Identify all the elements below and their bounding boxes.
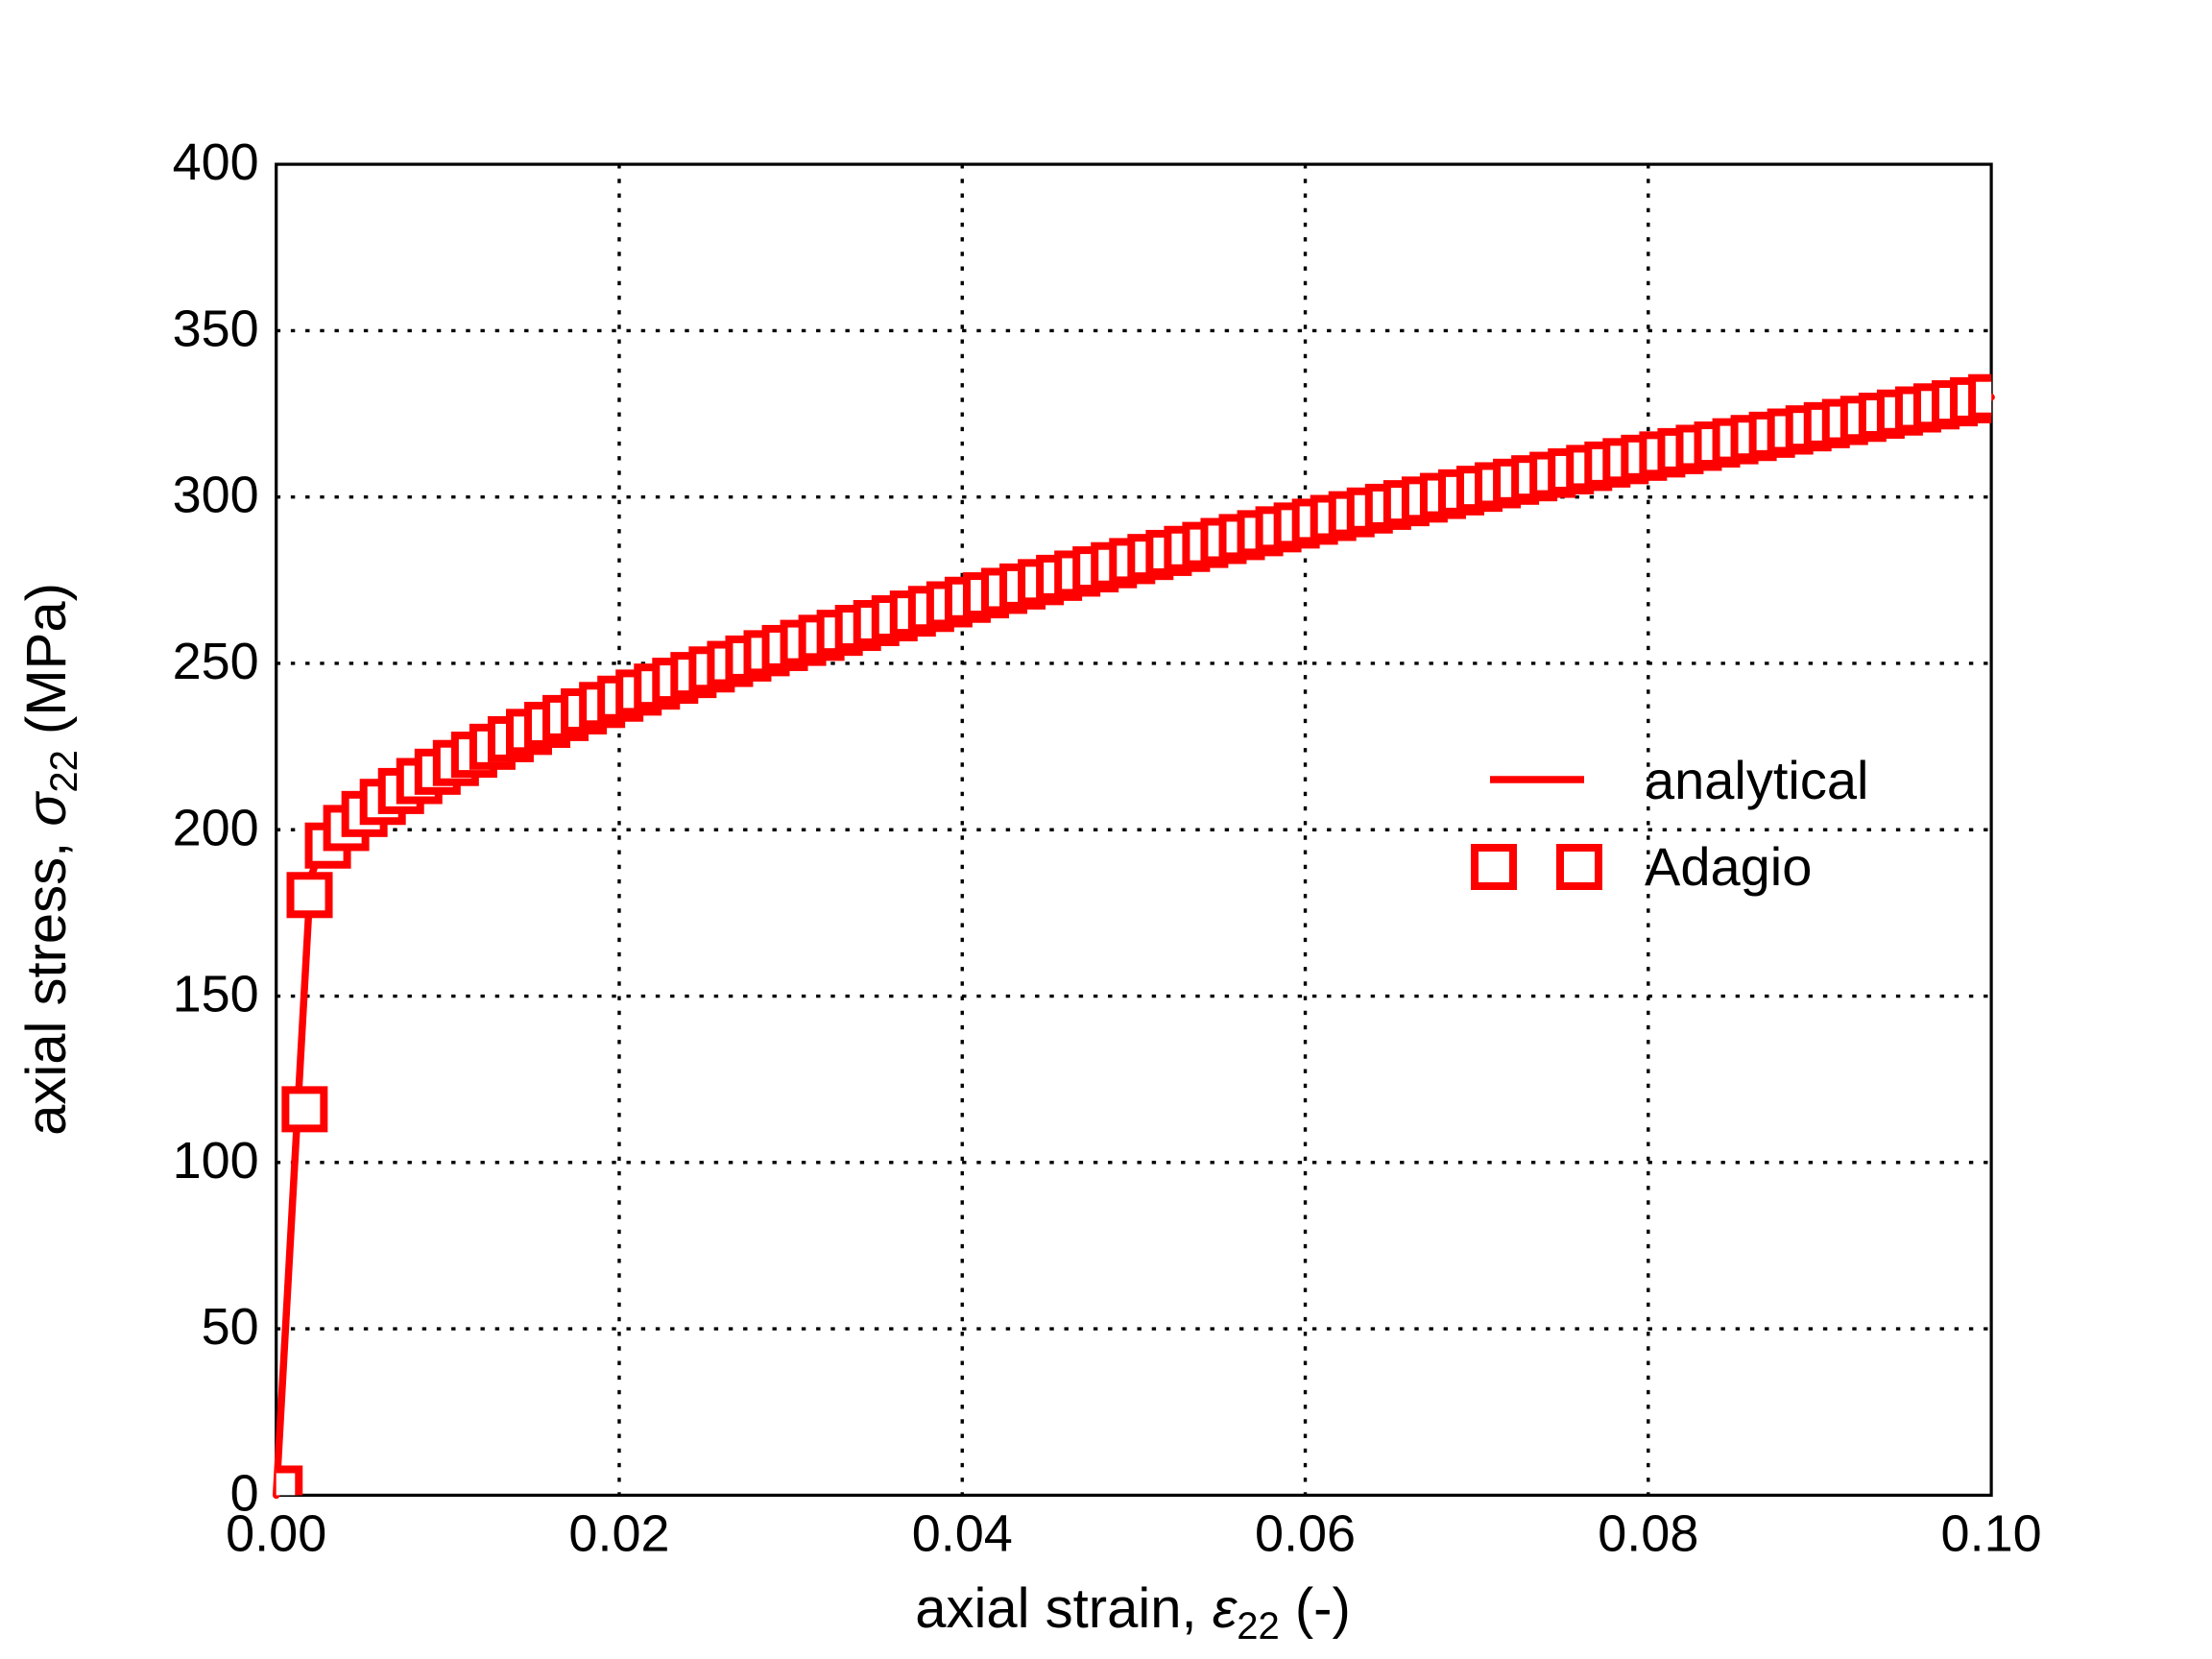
svg-text:400: 400 <box>173 133 259 191</box>
svg-text:50: 50 <box>202 1298 259 1356</box>
svg-text:Adagio: Adagio <box>1645 836 1812 897</box>
svg-text:300: 300 <box>173 467 259 524</box>
svg-text:axial stress, σ22 (MPa): axial stress, σ22 (MPa) <box>15 583 85 1136</box>
svg-text:100: 100 <box>173 1132 259 1190</box>
svg-text:analytical: analytical <box>1645 750 1868 810</box>
svg-text:axial strain, ε22 (-): axial strain, ε22 (-) <box>915 1577 1351 1647</box>
svg-text:200: 200 <box>173 799 259 856</box>
svg-text:0.02: 0.02 <box>568 1504 669 1562</box>
svg-text:0.04: 0.04 <box>912 1504 1013 1562</box>
svg-text:150: 150 <box>173 966 259 1023</box>
svg-text:0.08: 0.08 <box>1598 1504 1698 1562</box>
svg-text:0.06: 0.06 <box>1255 1504 1356 1562</box>
svg-text:250: 250 <box>173 633 259 690</box>
svg-text:0.00: 0.00 <box>226 1504 326 1562</box>
svg-text:0.10: 0.10 <box>1941 1504 2042 1562</box>
svg-text:350: 350 <box>173 300 259 357</box>
